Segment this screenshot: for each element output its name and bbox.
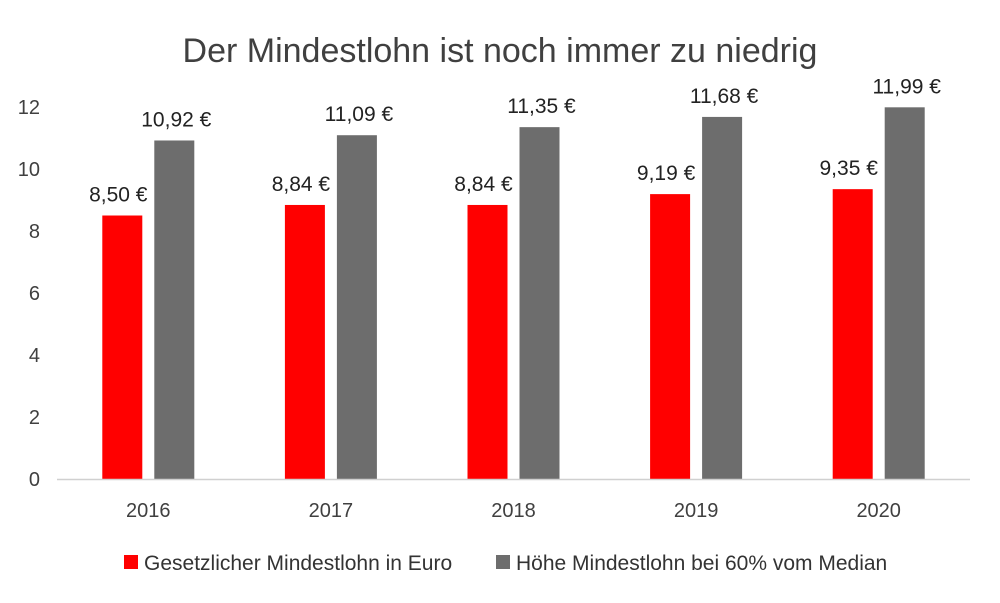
y-tick-label: 4 <box>29 345 40 367</box>
data-label: 11,09 € <box>325 103 394 126</box>
chart-title: Der Mindestlohn ist noch immer zu niedri… <box>183 32 818 70</box>
y-tick-label: 0 <box>29 469 40 491</box>
data-label: 8,84 € <box>272 173 331 196</box>
data-label: 11,68 € <box>690 85 759 108</box>
bar-median-2016 <box>154 140 195 480</box>
bar-median-2017 <box>336 135 377 479</box>
bar-median-2018 <box>519 127 560 480</box>
y-tick-label: 2 <box>29 407 40 429</box>
data-label: 11,99 € <box>872 75 941 98</box>
y-tick-label: 6 <box>29 283 40 305</box>
x-tick-label: 2019 <box>674 500 719 522</box>
bar-gesetzlich-2017 <box>284 204 325 479</box>
bar-gesetzlich-2019 <box>650 194 691 480</box>
bar-gesetzlich-2020 <box>832 189 873 479</box>
bar-gesetzlich-2016 <box>102 215 143 479</box>
x-tick-label: 2016 <box>126 500 171 522</box>
data-label: 9,35 € <box>820 157 879 180</box>
bar-median-2019 <box>702 116 743 480</box>
x-tick-label: 2018 <box>491 500 536 522</box>
data-label: 8,84 € <box>454 173 513 196</box>
y-tick-label: 12 <box>18 97 40 119</box>
data-label: 11,35 € <box>507 95 576 118</box>
x-tick-label: 2020 <box>856 500 901 522</box>
data-label: 9,19 € <box>637 162 696 185</box>
data-label: 10,92 € <box>141 108 211 131</box>
y-tick-label: 8 <box>29 221 40 243</box>
legend-label: Gesetzlicher Mindestlohn in Euro <box>144 552 452 575</box>
x-tick-label: 2017 <box>309 500 354 522</box>
bar-gesetzlich-2018 <box>467 204 508 479</box>
y-axis: 0 2 4 6 8 10 12 <box>18 97 40 491</box>
bar-median-2020 <box>884 107 925 479</box>
bars: 8,50 € 10,92 € 8,84 € 11,09 € 8,84 € 11,35 € 9… <box>89 75 941 480</box>
legend-swatch <box>124 555 138 569</box>
legend: Gesetzlicher Mindestlohn in Euro Höhe Min… <box>124 552 887 575</box>
y-tick-label: 10 <box>18 159 40 181</box>
x-axis: 2016 2017 2018 2019 2020 <box>57 478 970 522</box>
data-label: 8,50 € <box>89 184 148 207</box>
legend-swatch <box>496 555 510 569</box>
legend-label: Höhe Mindestlohn bei 60% vom Median <box>516 552 887 575</box>
